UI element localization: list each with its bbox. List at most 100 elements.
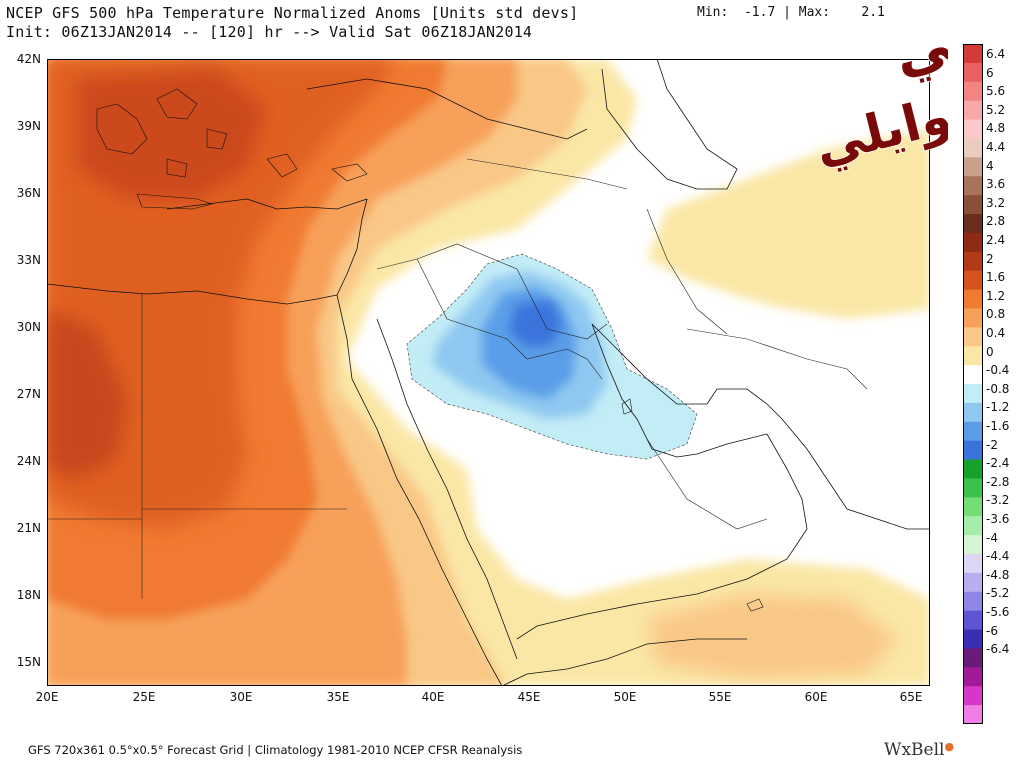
lon-label: 65E xyxy=(899,690,923,704)
colorbar-swatch xyxy=(963,365,983,385)
colorbar-label: 3.6 xyxy=(986,177,1006,192)
colorbar-swatch xyxy=(963,648,983,668)
watermark-line1: تركي xyxy=(888,14,948,88)
gulf-islands xyxy=(621,398,764,612)
colorbar-label: 4 xyxy=(986,158,994,173)
colorbar-swatch xyxy=(963,270,983,291)
cyprus xyxy=(331,163,368,182)
colorbar-swatch xyxy=(963,516,983,536)
watermark-logo: تركي الوايلي xyxy=(808,14,948,177)
colorbar-label: 1.6 xyxy=(986,270,1006,285)
colorbar-swatch xyxy=(963,610,983,631)
colorbar-swatch xyxy=(963,478,983,498)
colorbar-label: -4.8 xyxy=(986,567,1010,582)
lon-label: 40E xyxy=(421,690,445,704)
colorbar-label: -3.6 xyxy=(986,512,1010,526)
lat-label: 15N xyxy=(16,655,41,669)
colorbar-label: 6 xyxy=(986,65,994,80)
anomaly-blob-se xyxy=(647,594,897,679)
anomaly-band-east xyxy=(647,129,930,319)
colorbar-swatch xyxy=(963,535,983,555)
colorbar-label: -2 xyxy=(986,437,998,452)
map-title: NCEP GFS 500 hPa Temperature Normalized … xyxy=(6,4,579,22)
colorbar-label: 5.2 xyxy=(986,102,1006,117)
colorbar-label: 4.4 xyxy=(986,140,1006,154)
map-subtitle: Init: 06Z13JAN2014 -- [120] hr --> Valid… xyxy=(6,23,533,41)
anomaly-core-2 xyxy=(77,69,267,199)
lon-label: 35E xyxy=(326,690,350,704)
coastlines xyxy=(47,59,930,686)
lat-label: 36N xyxy=(16,186,41,200)
colorbar-swatch xyxy=(963,289,983,309)
lon-label: 60E xyxy=(804,690,828,704)
colorbar-swatch xyxy=(963,705,983,724)
colorbar-label: -3.2 xyxy=(986,493,1010,508)
lon-label: 25E xyxy=(132,690,156,704)
lat-label: 21N xyxy=(16,521,41,535)
lat-label: 33N xyxy=(16,253,41,267)
colorbar-swatch xyxy=(963,119,983,139)
colorbar-label: 1.2 xyxy=(986,288,1006,303)
colorbar-swatch xyxy=(963,308,983,328)
colorbar-swatch xyxy=(963,554,983,574)
colorbar-swatch xyxy=(963,384,983,404)
colorbar-swatch xyxy=(963,591,983,612)
lat-label: 27N xyxy=(16,387,41,401)
map-frame xyxy=(47,59,930,686)
colorbar-label: 0.4 xyxy=(986,326,1006,340)
colorbar-label: -5.6 xyxy=(986,605,1010,619)
colorbar xyxy=(963,44,983,724)
colorbar-swatch xyxy=(963,667,983,687)
colorbar-label: 6.4 xyxy=(986,47,1006,61)
colorbar-label: -4 xyxy=(986,530,998,545)
colorbar-label: 5.6 xyxy=(986,84,1006,99)
colorbar-label: -1.6 xyxy=(986,419,1010,433)
lon-label: 55E xyxy=(708,690,732,704)
colorbar-swatch xyxy=(963,176,983,196)
colorbar-swatch xyxy=(963,62,983,83)
colorbar-swatch xyxy=(963,459,983,479)
lon-label: 30E xyxy=(229,690,253,704)
watermark-line2: الوايلي xyxy=(809,77,948,176)
colorbar-swatch xyxy=(963,629,983,649)
footer-info: GFS 720x361 0.5°x0.5° Forecast Grid | Cl… xyxy=(28,743,523,757)
colorbar-label: -4.4 xyxy=(986,549,1010,564)
anomaly-core-west xyxy=(47,309,127,479)
colorbar-label: 2 xyxy=(986,251,994,266)
colorbar-swatch xyxy=(963,100,983,121)
colorbar-swatch xyxy=(963,402,983,423)
colorbar-label: -6.4 xyxy=(986,642,1010,657)
colorbar-swatch xyxy=(963,44,983,64)
political-borders xyxy=(47,158,868,599)
lon-label: 45E xyxy=(517,690,541,704)
colorbar-label: 2.8 xyxy=(986,214,1006,229)
colorbar-label: 0.8 xyxy=(986,307,1006,322)
colorbar-label: -2.4 xyxy=(986,456,1010,471)
lat-label: 18N xyxy=(16,588,41,602)
colorbar-swatch xyxy=(963,440,983,461)
anomaly-map xyxy=(47,59,930,686)
colorbar-swatch xyxy=(963,346,983,366)
colorbar-label: -1.2 xyxy=(986,400,1010,415)
lat-label: 42N xyxy=(16,52,41,66)
lon-label: 20E xyxy=(35,690,59,704)
colorbar-swatch xyxy=(963,138,983,158)
lat-label: 24N xyxy=(16,454,41,468)
lon-label: 50E xyxy=(613,690,637,704)
aegean-islands xyxy=(96,88,298,210)
brand-logo: WxBell● xyxy=(884,740,955,760)
colorbar-swatch xyxy=(963,81,983,102)
min-max-readout: Min: -1.7 | Max: 2.1 xyxy=(697,5,885,20)
colorbar-label: -5.2 xyxy=(986,586,1010,601)
colorbar-label: -0.4 xyxy=(986,363,1010,378)
lat-label: 30N xyxy=(16,320,41,334)
lat-label: 39N xyxy=(16,119,41,133)
colorbar-label: -0.8 xyxy=(986,381,1010,396)
colorbar-label: -6 xyxy=(986,623,998,638)
neg-core xyxy=(509,301,562,347)
colorbar-label: -2.8 xyxy=(986,474,1010,489)
colorbar-swatch xyxy=(963,686,983,706)
colorbar-swatch xyxy=(963,327,983,347)
colorbar-label: 3.2 xyxy=(986,195,1006,210)
